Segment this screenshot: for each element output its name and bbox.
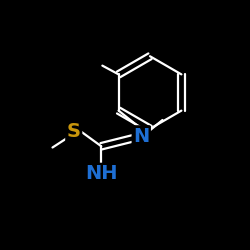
Text: S: S [67,122,81,141]
Text: N: N [133,127,150,146]
Text: NH: NH [85,164,117,183]
